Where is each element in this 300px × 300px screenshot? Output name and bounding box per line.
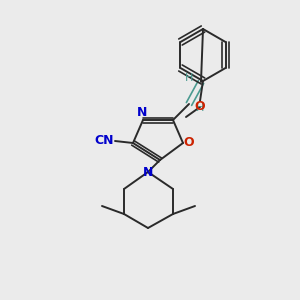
Text: O: O bbox=[184, 136, 194, 149]
Text: O: O bbox=[195, 100, 205, 113]
Text: N: N bbox=[137, 106, 147, 118]
Text: H: H bbox=[185, 73, 193, 83]
Text: N: N bbox=[143, 166, 153, 178]
Text: CN: CN bbox=[94, 134, 114, 146]
Text: H: H bbox=[196, 103, 204, 113]
